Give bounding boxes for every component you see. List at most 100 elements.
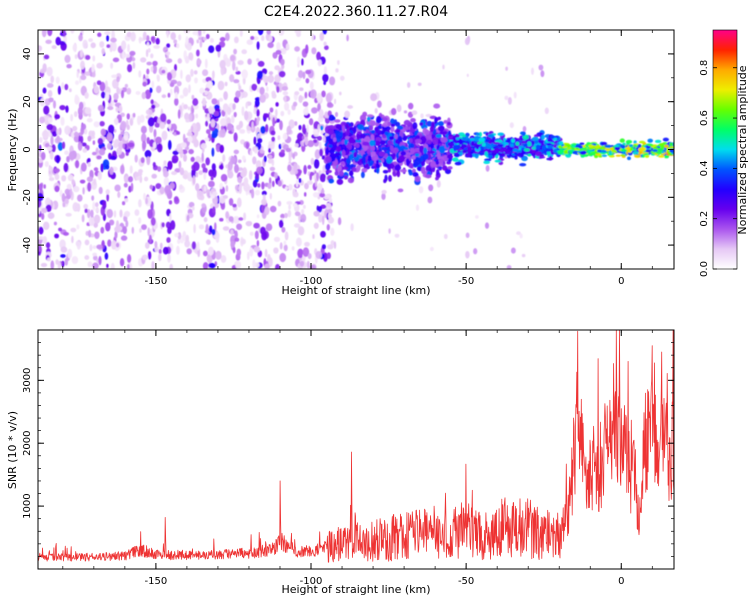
- spectrogram-cell: [79, 49, 84, 58]
- spectrogram-cell: [481, 142, 486, 147]
- spectrogram-cell: [191, 241, 197, 250]
- spectrogram-cell: [507, 96, 512, 105]
- spectrogram-cell: [277, 180, 282, 187]
- spectrogram-cell: [188, 52, 194, 61]
- spectrogram-cell: [220, 118, 227, 127]
- spectrogram-cell: [82, 148, 88, 153]
- spectrogram-cell: [76, 71, 79, 79]
- spectrogram-cell: [240, 139, 246, 145]
- spectrogram-cell: [174, 91, 178, 99]
- spectrogram-cell: [209, 263, 216, 269]
- spectrogram-cell: [544, 107, 549, 115]
- spectrogram-cell: [594, 155, 598, 159]
- spectrogram-cell: [307, 164, 312, 170]
- spectrogram-cell: [374, 108, 378, 114]
- spectrogram-cell: [285, 43, 290, 50]
- spectrogram-cell: [318, 214, 323, 223]
- spectrogram-cell: [211, 70, 215, 80]
- spectrogram-cell: [394, 164, 402, 172]
- spectrogram-cell: [87, 162, 91, 167]
- spectrogram-cell: [125, 151, 129, 156]
- spectrogram-cell: [41, 212, 45, 220]
- spectrogram-cell: [286, 201, 293, 205]
- spectrogram-cell: [485, 164, 490, 172]
- spectrogram-cell: [268, 148, 271, 153]
- spectrogram-cell: [253, 222, 260, 229]
- spectrogram-cell: [254, 147, 258, 154]
- spectrogram-cell: [154, 241, 158, 249]
- spectrogram-cell: [477, 141, 482, 145]
- spectrogram-cell: [475, 215, 479, 219]
- spectrogram-cell: [504, 149, 511, 155]
- spectrogram-cell: [303, 164, 307, 175]
- spectrogram-cell: [380, 130, 386, 134]
- spectrogram-cell: [110, 262, 115, 269]
- spectrogram-cell: [108, 102, 112, 107]
- spectrogram-cell: [547, 138, 552, 143]
- spectrogram-cell: [386, 150, 390, 154]
- spectrogram-cell: [590, 152, 596, 156]
- spectrogram-cell: [125, 220, 129, 228]
- spectrogram-cell: [179, 94, 185, 99]
- spectrogram-cell: [412, 122, 418, 130]
- spectrogram-cell: [302, 71, 306, 80]
- spectrogram-cell: [205, 157, 211, 166]
- spectrogram-cell: [318, 141, 322, 149]
- spectrogram-cell: [238, 217, 244, 221]
- spectrogram-cell: [369, 125, 374, 131]
- spectrogram-cell: [219, 144, 225, 154]
- spectrogram-y-tick-label: -20: [22, 189, 33, 205]
- spectrogram-cell: [150, 217, 156, 226]
- spectrogram-cell: [67, 248, 73, 259]
- spectrogram-cell: [74, 54, 78, 59]
- spectrogram-cell: [54, 114, 61, 120]
- spectrogram-cell: [267, 158, 274, 164]
- spectrogram-cell: [295, 179, 299, 188]
- spectrogram-cell: [225, 185, 229, 192]
- spectrogram-cell: [236, 124, 241, 131]
- spectrogram-cell: [266, 30, 272, 35]
- spectrogram-cell: [38, 207, 41, 215]
- spectrogram-cell: [204, 58, 208, 69]
- spectrogram-cell: [455, 137, 460, 141]
- spectrogram-cell: [363, 136, 371, 143]
- spectrogram-cell: [522, 125, 527, 133]
- spectrogram-cell: [514, 155, 518, 160]
- spectrogram-cell: [400, 151, 407, 156]
- spectrogram-cell: [374, 127, 379, 133]
- spectrogram-cell: [104, 252, 109, 260]
- spectrogram-cell: [405, 158, 410, 167]
- spectrogram-cell: [532, 136, 539, 142]
- spectrogram-cell: [303, 192, 307, 197]
- spectrogram-cell: [284, 212, 288, 219]
- spectrogram-cell: [311, 33, 315, 42]
- spectrogram-cell: [120, 40, 127, 51]
- spectrogram-cell: [165, 51, 171, 56]
- spectrogram-cell: [386, 155, 393, 164]
- spectrogram-cell: [166, 119, 171, 125]
- spectrogram-cell: [161, 222, 165, 228]
- spectrogram-cell: [38, 226, 44, 235]
- spectrogram-cell: [362, 168, 368, 173]
- spectrogram-cell: [523, 143, 528, 147]
- spectrogram-cell: [106, 34, 110, 42]
- spectrogram-cell: [146, 156, 151, 166]
- spectrogram-cell: [66, 155, 70, 163]
- spectrogram-cell: [433, 103, 441, 109]
- spectrogram-cell: [68, 88, 72, 93]
- spectrogram-cell: [454, 161, 462, 166]
- spectrogram-cell: [222, 103, 229, 112]
- spectrogram-cell: [421, 124, 428, 130]
- spectrogram-cell: [505, 66, 508, 71]
- spectrogram-cell: [412, 172, 419, 177]
- spectrogram-cell: [156, 137, 161, 143]
- colorbar-scale: [712, 29, 738, 270]
- spectrogram-cell: [56, 135, 60, 143]
- spectrogram-cell: [113, 210, 117, 218]
- spectrogram-cell: [166, 43, 171, 48]
- spectrogram-cell: [198, 170, 204, 176]
- spectrogram-cell: [74, 80, 80, 85]
- spectrogram-cell: [94, 231, 100, 239]
- spectrogram-cell: [71, 256, 79, 265]
